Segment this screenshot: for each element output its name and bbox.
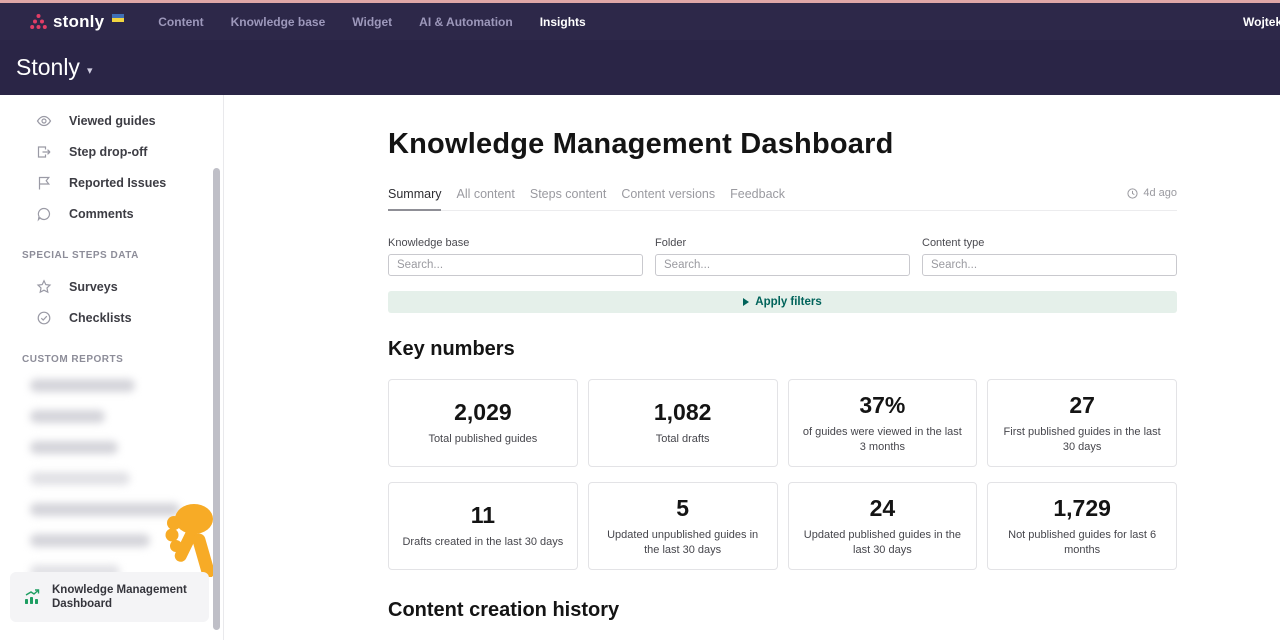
sidebar-item-label: Knowledge Management Dashboard	[52, 583, 187, 610]
filter-label-content-type: Content type	[922, 237, 985, 249]
logo-text: stonly	[53, 11, 105, 31]
stat-card-guides-viewed-pct: 37% of guides were viewed in the last 3 …	[787, 379, 978, 467]
nav-item-knowledge-base[interactable]: Knowledge base	[230, 14, 326, 29]
tab-all-content[interactable]: All content	[456, 187, 515, 201]
stat-card-updated-published: 24 Updated published guides in the last …	[787, 482, 978, 570]
section-label-custom-reports: CUSTOM REPORTS	[22, 354, 124, 365]
blurred-report-item[interactable]	[30, 379, 135, 392]
user-menu[interactable]: Wojtek K	[1243, 14, 1280, 29]
pointing-hand-cursor	[165, 504, 215, 577]
filters-row: Knowledge base Folder Content type	[388, 237, 1177, 276]
stonly-logo-icon	[30, 14, 47, 29]
stat-card-drafts-created: 11 Drafts created in the last 30 days	[388, 482, 578, 570]
sidebar-item-step-drop-off[interactable]: Step drop-off	[0, 136, 223, 167]
stat-card-total-published-guides: 2,029 Total published guides	[388, 379, 578, 467]
last-updated-text: 4d ago	[1143, 187, 1177, 199]
last-updated-badge: 4d ago	[1127, 187, 1177, 199]
stat-value: 24	[869, 494, 896, 521]
stat-label: Updated published guides in the last 30 …	[803, 528, 961, 556]
sidebar-item-label: Surveys	[69, 279, 118, 294]
stat-card-updated-unpublished: 5 Updated unpublished guides in the last…	[587, 482, 778, 570]
sidebar-item-label: Viewed guides	[69, 113, 156, 128]
window-top-border	[0, 0, 1280, 3]
stat-value: 1,729	[1053, 494, 1111, 521]
knowledge-base-search-input[interactable]	[388, 254, 643, 276]
nav-item-content[interactable]: Content	[158, 14, 204, 29]
sidebar-item-knowledge-management-dashboard[interactable]: Knowledge Management Dashboard	[10, 572, 209, 622]
stat-label: Not published guides for last 6 months	[1008, 528, 1157, 556]
sidebar-item-label: Checklists	[69, 310, 132, 325]
sidebar-item-label: Comments	[69, 206, 134, 221]
stat-card-total-drafts: 1,082 Total drafts	[587, 379, 778, 467]
nav-item-ai-automation[interactable]: AI & Automation	[419, 14, 513, 29]
custom-reports-blurred-list	[0, 379, 223, 578]
primary-nav: Content Knowledge base Widget AI & Autom…	[158, 15, 585, 29]
filter-label-folder: Folder	[655, 237, 687, 249]
stat-value: 37%	[859, 391, 906, 418]
stat-label: Total published guides	[428, 433, 538, 446]
stat-value: 2,029	[454, 399, 512, 426]
stat-card-not-published: 1,729 Not published guides for last 6 mo…	[987, 482, 1177, 570]
main-content: Knowledge Management Dashboard Summary A…	[224, 95, 1280, 640]
sidebar-item-viewed-guides[interactable]: Viewed guides	[0, 105, 223, 136]
apply-filters-label: Apply filters	[755, 296, 822, 308]
stonly-logo[interactable]: stonly	[30, 11, 125, 32]
sidebar-item-surveys[interactable]: Surveys	[0, 271, 223, 302]
check-circle-icon	[37, 311, 51, 324]
play-icon	[743, 298, 750, 306]
content-history-heading: Content creation history	[388, 599, 620, 621]
sidebar-item-label: Step drop-off	[69, 144, 148, 159]
key-numbers-heading: Key numbers	[388, 338, 515, 360]
sidebar-item-reported-issues[interactable]: Reported Issues	[0, 167, 223, 198]
flag-icon	[38, 176, 51, 189]
apply-filters-button[interactable]: Apply filters	[388, 291, 1177, 313]
top-navbar: stonly Content Knowledge base Widget AI …	[0, 3, 1280, 40]
blurred-report-item[interactable]	[30, 441, 118, 454]
eye-icon	[36, 115, 52, 126]
filter-label-knowledge-base: Knowledge base	[388, 237, 470, 249]
sidebar-item-checklists[interactable]: Checklists	[0, 302, 223, 333]
nav-item-insights[interactable]: Insights	[539, 14, 586, 29]
key-numbers-grid: 2,029 Total published guides 1,082 Total…	[388, 379, 1177, 570]
sidebar: Viewed guides Step drop-off Reported Iss…	[0, 95, 224, 640]
sidebar-scrollbar[interactable]	[213, 168, 220, 630]
tab-summary[interactable]: Summary	[388, 187, 442, 211]
workspace-name: Stonly	[16, 54, 80, 80]
stat-label: Drafts created in the last 30 days	[402, 536, 564, 549]
stat-label: First published guides in the last 30 da…	[1003, 425, 1161, 453]
content-type-search-input[interactable]	[922, 254, 1177, 276]
chart-icon	[25, 589, 40, 604]
tab-feedback[interactable]: Feedback	[730, 187, 786, 201]
blurred-report-item[interactable]	[30, 472, 130, 485]
stat-label: Total drafts	[655, 433, 710, 446]
blurred-report-item[interactable]	[30, 534, 150, 547]
blurred-report-item[interactable]	[30, 503, 180, 516]
comment-icon	[37, 207, 51, 221]
clock-icon	[1127, 187, 1138, 199]
step-exit-icon	[37, 145, 51, 158]
tab-content-versions[interactable]: Content versions	[621, 187, 716, 201]
stat-label: of guides were viewed in the last 3 mont…	[802, 425, 962, 453]
ukraine-flag-icon	[112, 13, 125, 22]
nav-item-widget[interactable]: Widget	[352, 14, 393, 29]
page-title: Knowledge Management Dashboard	[388, 128, 894, 160]
stat-card-first-published: 27 First published guides in the last 30…	[987, 379, 1177, 467]
stat-label: Updated unpublished guides in the last 3…	[607, 528, 759, 556]
star-icon	[36, 278, 52, 293]
stat-value: 27	[1069, 391, 1095, 418]
tabs-bar: Summary All content Steps content Conten…	[388, 187, 1177, 211]
stat-value: 1,082	[653, 399, 712, 426]
sidebar-item-comments[interactable]: Comments	[0, 198, 223, 229]
chevron-down-icon[interactable]: ▾	[86, 65, 93, 77]
section-label-special-steps-data: SPECIAL STEPS DATA	[22, 250, 139, 261]
folder-search-input[interactable]	[655, 254, 910, 276]
stat-value: 5	[676, 494, 690, 521]
stat-value: 11	[470, 502, 496, 529]
blurred-report-item[interactable]	[30, 410, 105, 423]
tab-steps-content[interactable]: Steps content	[529, 187, 607, 201]
sidebar-item-label: Reported Issues	[69, 175, 167, 190]
workspace-header: Stonly ▾	[0, 40, 1280, 95]
